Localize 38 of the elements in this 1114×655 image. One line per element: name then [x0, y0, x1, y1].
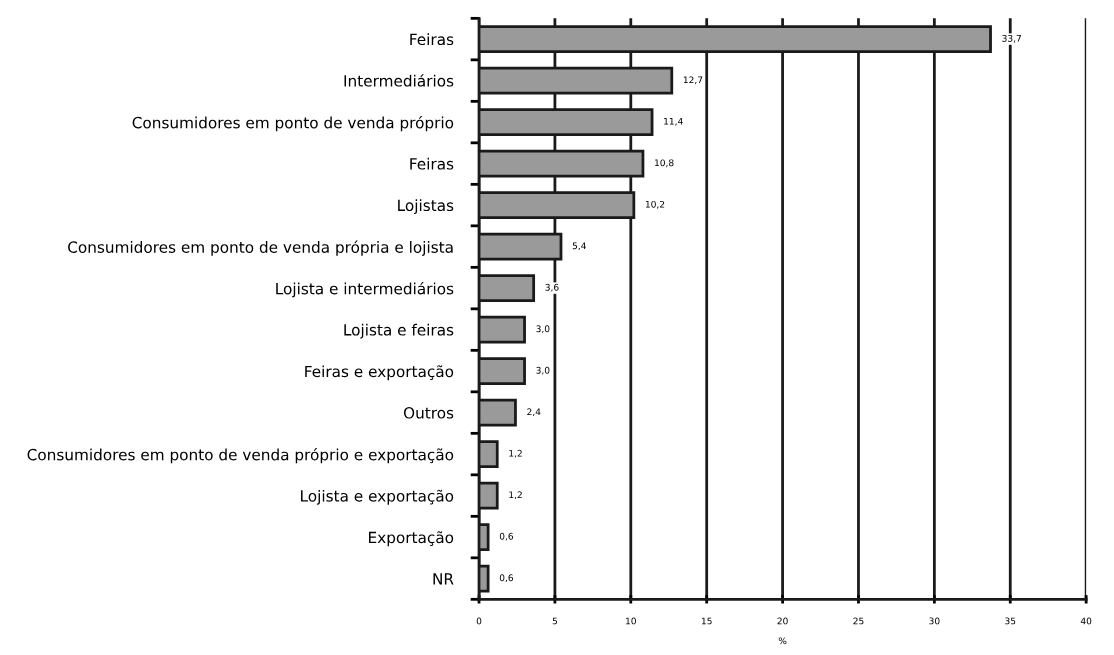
x-tick-label: 20 [777, 617, 788, 625]
data-label: 3,6 [545, 283, 559, 292]
y-tick-label: Exportação [369, 531, 454, 547]
data-label: 5,4 [572, 242, 586, 251]
y-tick-label: Feiras [410, 33, 454, 46]
data-label: 33,7 [1002, 34, 1021, 43]
y-tick-label: Outros [403, 407, 454, 419]
x-tick-label: 30 [929, 617, 940, 625]
y-tick-label: Consumidores em ponto de venda próprio [132, 115, 454, 132]
y-tick-label: Lojista e exportação [301, 489, 454, 505]
data-label: 10,2 [645, 200, 665, 209]
y-tick-label: NR [433, 573, 454, 585]
y-tick-label: Feiras [410, 157, 454, 170]
data-label: 10,8 [655, 159, 674, 168]
data-label: 3,0 [536, 366, 550, 375]
data-label: 2,4 [527, 408, 541, 417]
data-label: 0,6 [499, 532, 514, 541]
x-tick-label: 35 [1005, 617, 1016, 625]
y-tick-label: Feiras e exportação [305, 365, 454, 381]
data-label: 1,2 [509, 491, 522, 500]
data-label: 3,0 [536, 325, 550, 334]
data-label: 0,6 [499, 574, 514, 583]
x-tick-label: 15 [701, 617, 712, 625]
x-tick-label: 10 [626, 617, 636, 625]
x-tick-label: 25 [853, 617, 864, 625]
y-tick-label: Lojista e intermediários [276, 281, 454, 298]
y-tick-label: Consumidores em ponto de venda próprio e exportação [27, 447, 454, 464]
data-label: 1,2 [509, 449, 522, 458]
x-tick-label: 5 [552, 617, 557, 625]
y-tick-label: Lojistas [398, 199, 454, 215]
data-label: 12,7 [683, 76, 703, 85]
x-tick-label: 0 [476, 617, 482, 625]
x-tick-label: 40 [1080, 617, 1092, 625]
x-axis-title: % [778, 637, 787, 645]
y-tick-label: Intermediários [344, 74, 454, 87]
y-tick-label: Lojista e feiras [344, 323, 454, 339]
y-tick-label: Consumidores em ponto de venda própria e lojista [68, 240, 453, 256]
data-label: 11,4 [664, 118, 683, 126]
